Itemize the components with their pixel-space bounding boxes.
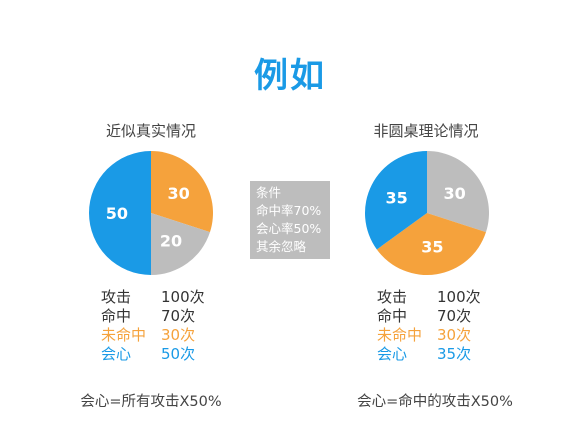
stat-label: 命中 — [377, 307, 408, 325]
condition-line: 条件 — [256, 185, 282, 200]
stat-value: 30次 — [161, 326, 196, 344]
condition-box: 条件 命中率70% 会心率50% 其余忽略 — [250, 181, 330, 259]
stat-label: 命中 — [101, 307, 132, 325]
left-stats: 攻击 100次 命中 70次 未命中 30次 会心 50次 — [101, 288, 205, 364]
pie-slice-label: 50 — [106, 204, 128, 223]
pie-slice-label: 30 — [443, 184, 465, 203]
condition-line: 命中率70% — [256, 203, 322, 218]
stat-label: 未命中 — [101, 326, 147, 344]
left-chart-title: 近似真实情况 — [105, 122, 196, 140]
pie-slice-label: 35 — [421, 238, 443, 257]
right-chart-title: 非圆桌理论情况 — [373, 122, 479, 140]
stat-value: 100次 — [437, 288, 481, 306]
left-formula: 会心=所有攻击X50% — [80, 394, 222, 410]
pie-slice — [151, 213, 210, 275]
stat-row-attack: 攻击 100次 — [101, 288, 205, 307]
right-formula: 会心=命中的攻击X50% — [357, 394, 513, 410]
right-pie-chart: 30 35 35 — [365, 151, 489, 275]
stat-value: 70次 — [161, 307, 196, 325]
page-title: 例如 — [254, 56, 326, 96]
stat-row-hit: 命中 70次 — [101, 307, 205, 326]
pie-slice — [376, 213, 486, 275]
pie-slice-label: 30 — [167, 184, 189, 203]
stat-label: 会心 — [377, 345, 408, 363]
stat-value: 30次 — [437, 326, 472, 344]
pie-slice-label: 20 — [160, 232, 182, 251]
condition-line: 会心率50% — [256, 221, 322, 236]
stat-row-hit: 命中 70次 — [377, 307, 481, 326]
stat-row-miss: 未命中 30次 — [377, 326, 481, 345]
stat-label: 未命中 — [377, 326, 423, 344]
stat-value: 100次 — [161, 288, 205, 306]
pie-slice — [365, 151, 427, 250]
stat-value: 70次 — [437, 307, 472, 325]
stat-label: 会心 — [101, 345, 132, 363]
pie-slice — [89, 151, 151, 275]
stat-row-miss: 未命中 30次 — [101, 326, 205, 345]
pie-slice — [427, 151, 489, 233]
stat-row-crit: 会心 50次 — [101, 345, 205, 364]
stat-value: 35次 — [437, 345, 472, 363]
stat-label: 攻击 — [101, 288, 132, 306]
left-pie-chart: 30 20 50 — [89, 151, 213, 275]
stat-value: 50次 — [161, 345, 196, 363]
pie-slice-label: 35 — [385, 189, 407, 208]
pie-slice — [151, 151, 213, 233]
stat-row-crit: 会心 35次 — [377, 345, 481, 364]
condition-line: 其余忽略 — [256, 239, 307, 254]
stat-label: 攻击 — [377, 288, 408, 306]
stat-row-attack: 攻击 100次 — [377, 288, 481, 307]
right-stats: 攻击 100次 命中 70次 未命中 30次 会心 35次 — [377, 288, 481, 364]
